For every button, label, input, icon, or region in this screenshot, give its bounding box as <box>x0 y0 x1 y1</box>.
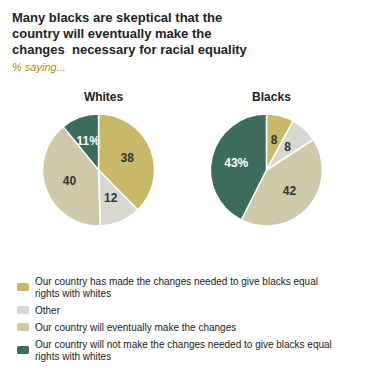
svg-text:8: 8 <box>271 133 278 147</box>
svg-text:38: 38 <box>121 151 135 165</box>
svg-text:% saying...: % saying... <box>12 61 66 73</box>
svg-text:42: 42 <box>283 184 297 198</box>
svg-text:rights with whites: rights with whites <box>35 288 111 299</box>
svg-text:12: 12 <box>104 191 118 205</box>
svg-text:Our country will not make the: Our country will not make the changes ne… <box>35 339 335 350</box>
svg-text:Our country has made the chang: Our country has made the changes needed … <box>35 276 321 287</box>
svg-text:Other: Other <box>35 305 61 316</box>
svg-text:rights with whites: rights with whites <box>35 351 111 362</box>
svg-text:Our country will eventually ma: Our country will eventually make the cha… <box>35 322 236 333</box>
svg-text:11%: 11% <box>76 134 100 148</box>
svg-text:country will eventually make t: country will eventually make the <box>12 26 211 41</box>
svg-text:Many blacks are skeptical that: Many blacks are skeptical that the <box>12 10 222 25</box>
svg-text:changes necessary for racial: changes necessary for racial equality <box>12 42 248 57</box>
svg-text:40: 40 <box>63 174 77 188</box>
svg-text:Blacks: Blacks <box>252 90 291 104</box>
svg-text:8: 8 <box>284 140 291 154</box>
svg-text:43%: 43% <box>224 156 248 170</box>
svg-text:Whites: Whites <box>84 90 124 104</box>
